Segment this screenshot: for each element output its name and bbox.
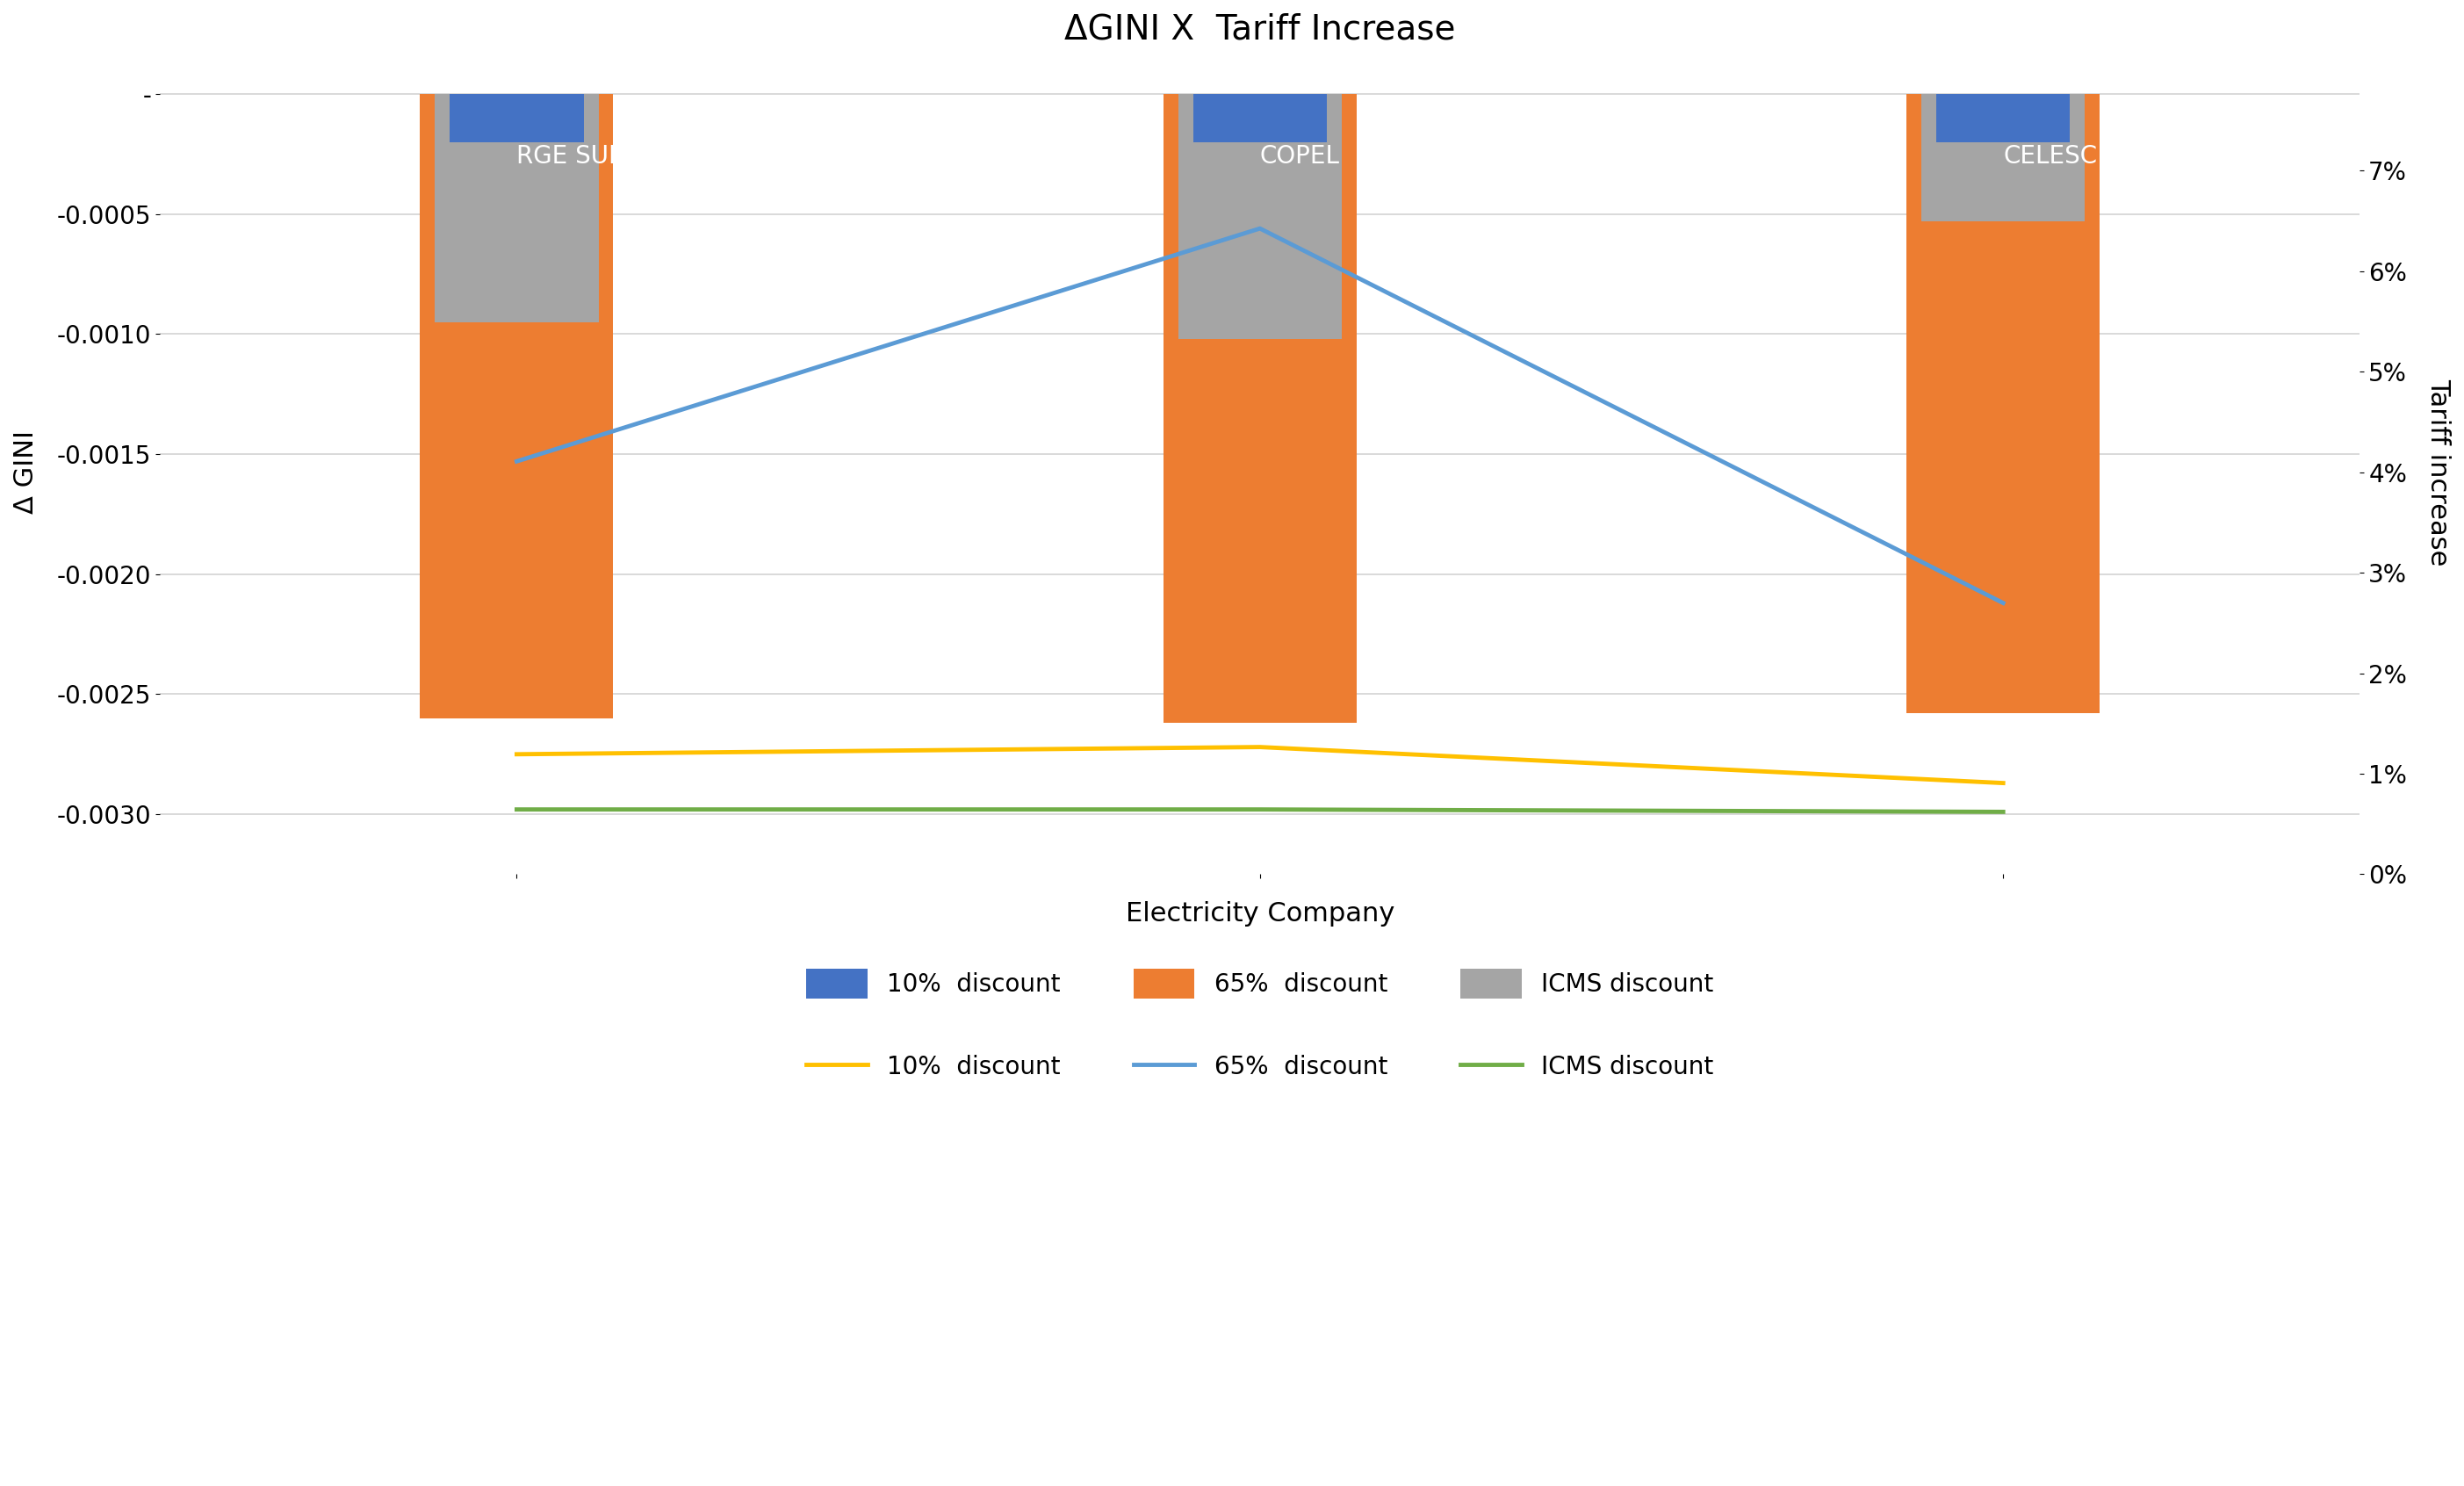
- Bar: [1922, 94, 2085, 221]
- Y-axis label: Δ GINI: Δ GINI: [12, 431, 39, 514]
- Bar: [1163, 94, 1358, 724]
- Bar: [1193, 94, 1326, 143]
- Bar: [436, 94, 599, 322]
- Bar: [419, 94, 614, 718]
- Legend: 10%  discount, 65%  discount, ICMS discount: 10% discount, 65% discount, ICMS discoun…: [781, 1030, 1737, 1104]
- Text: COPEL: COPEL: [1259, 144, 1340, 169]
- Text: RGE SUL: RGE SUL: [517, 144, 623, 169]
- Bar: [1907, 94, 2099, 713]
- Bar: [451, 94, 584, 143]
- Y-axis label: Tariff increase: Tariff increase: [2425, 379, 2452, 566]
- Title: ΔGINI X  Tariff Increase: ΔGINI X Tariff Increase: [1064, 13, 1456, 46]
- Bar: [1937, 94, 2070, 143]
- Text: CELESC: CELESC: [2003, 144, 2097, 169]
- X-axis label: Electricity Company: Electricity Company: [1126, 901, 1395, 927]
- Bar: [1178, 94, 1343, 339]
